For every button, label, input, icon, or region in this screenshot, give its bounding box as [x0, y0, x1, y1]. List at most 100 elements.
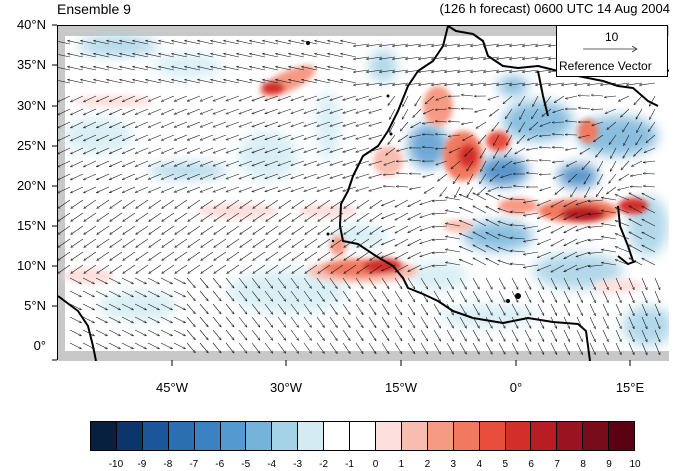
wind-arrow: [67, 41, 84, 45]
wind-arrow: [467, 160, 474, 171]
wind-arrow: [239, 160, 253, 166]
lat-label-30n: 30°N: [16, 98, 46, 113]
wind-arrow: [145, 80, 162, 84]
map-panel: [57, 25, 669, 361]
wind-arrow: [83, 160, 97, 168]
wind-arrow: [408, 264, 422, 272]
wind-arrow: [639, 82, 656, 85]
wind-arrow: [379, 56, 396, 59]
wind-arrow: [318, 225, 331, 235]
wind-arrow: [601, 211, 617, 214]
wind-arrow: [356, 95, 370, 100]
wind-arrow: [649, 108, 656, 120]
wind-arrow: [398, 134, 409, 142]
wind-arrow: [510, 238, 526, 239]
wind-arrow: [329, 329, 337, 341]
wind-arrow: [621, 160, 630, 170]
wind-arrow: [629, 205, 643, 214]
wind-arrow: [238, 342, 247, 353]
wind-arrow: [498, 195, 513, 201]
colorbar-swatch: [246, 422, 273, 450]
wind-arrow: [418, 82, 435, 85]
wind-arrow: [252, 134, 266, 140]
wind-arrow: [239, 95, 253, 101]
axis-ticks: [52, 24, 631, 366]
wind-arrow: [213, 160, 227, 166]
wind-arrow: [576, 225, 591, 231]
wind-arrow: [343, 160, 357, 165]
wind-arrow: [84, 238, 97, 248]
wind-arrow: [511, 277, 519, 290]
wind-arrow: [226, 134, 240, 140]
wind-arrow: [197, 80, 214, 84]
wind-arrow: [303, 277, 312, 289]
wind-arrow: [253, 264, 266, 274]
wind-arrow: [529, 121, 539, 130]
wind-arrow: [97, 199, 110, 209]
wind-arrow: [523, 225, 539, 229]
wind-arrow: [82, 277, 95, 285]
wind-arrow: [108, 342, 121, 350]
wind-arrow: [369, 186, 383, 191]
wind-arrow: [408, 199, 422, 207]
wind-arrow: [601, 224, 617, 227]
lat-label-25n: 25°N: [16, 138, 46, 153]
wind-arrow: [432, 200, 448, 201]
wind-arrow: [576, 329, 583, 342]
wind-arrow: [212, 277, 221, 288]
plot-title-right: (126 h forecast) 0600 UTC 14 Aug 2004: [439, 1, 670, 16]
wind-arrow: [357, 238, 370, 248]
wind-arrow: [470, 82, 487, 85]
wind-arrow: [643, 186, 656, 187]
wind-arrow: [331, 251, 344, 261]
wind-arrow: [197, 67, 214, 71]
wind-arrow: [109, 160, 123, 167]
wind-arrow: [83, 147, 97, 155]
wind-arrow: [330, 134, 344, 139]
wind-arrow: [135, 108, 149, 115]
wind-arrow: [589, 303, 596, 316]
wind-arrow: [122, 121, 136, 128]
wind-arrow: [82, 316, 95, 324]
wind-arrow: [584, 186, 591, 198]
coastlines: [58, 26, 669, 361]
wind-arrow: [553, 108, 565, 113]
wind-arrow: [225, 342, 234, 353]
wind-arrow: [275, 41, 292, 45]
wind-arrow: [199, 290, 208, 301]
wind-arrow: [470, 56, 487, 59]
wind-arrow: [174, 108, 188, 114]
wind-arrow: [461, 121, 474, 124]
wind-arrow: [162, 264, 175, 274]
wind-arrow: [93, 41, 110, 45]
wind-arrow: [498, 221, 513, 227]
wind-arrow: [413, 108, 422, 118]
wind-arrow: [445, 236, 461, 240]
wind-arrow: [200, 134, 214, 140]
wind-arrow: [214, 225, 227, 235]
wind-arrow: [628, 342, 635, 355]
wind-arrow: [420, 277, 428, 289]
wind-arrow: [171, 67, 188, 71]
wind-arrow: [473, 205, 487, 214]
wind-arrow: [388, 95, 396, 106]
wind-arrow: [278, 186, 292, 192]
wind-arrow: [123, 238, 136, 248]
wind-arrow: [188, 212, 201, 222]
wind-arrow: [342, 316, 350, 328]
wind-arrow: [301, 54, 318, 58]
colorbar-swatch: [142, 422, 169, 450]
wind-arrow: [498, 316, 506, 328]
wind-arrow: [601, 263, 617, 266]
wind-arrow: [226, 108, 240, 114]
wind-arrow: [629, 231, 643, 240]
wind-arrow: [537, 225, 552, 232]
wind-arrow: [97, 251, 110, 261]
wind-arrow: [432, 252, 448, 253]
wind-arrow: [174, 121, 188, 127]
wind-arrow: [381, 342, 389, 354]
wind-arrow: [596, 186, 604, 197]
wind-arrow: [135, 173, 149, 180]
wind-arrow: [368, 316, 376, 328]
wind-arrow: [490, 173, 500, 182]
